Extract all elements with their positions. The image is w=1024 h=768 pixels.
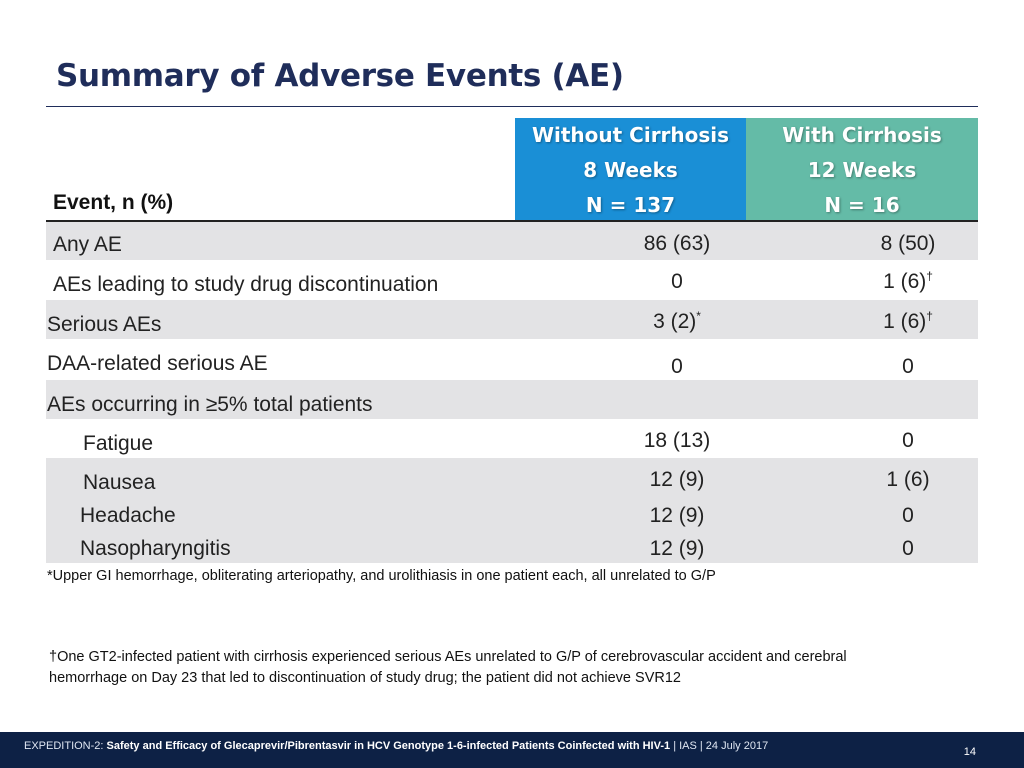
header-without-cirrhosis-n: N = 137 bbox=[585, 193, 676, 217]
table-row: Serious AEs 3 (2)* 1 (6)† bbox=[46, 300, 978, 339]
value-with-cirrhosis: 1 (6) bbox=[886, 468, 930, 491]
table-row: DAA-related serious AE 0 0 bbox=[46, 339, 978, 380]
row-label: Nausea bbox=[83, 471, 156, 494]
table-row: AEs occurring in ≥5% total patients bbox=[46, 380, 978, 419]
value-without-cirrhosis: 12 (9) bbox=[649, 468, 705, 491]
value-with-cirrhosis: 1 (6)† bbox=[883, 269, 933, 293]
footer-citation: EXPEDITION-2: Safety and Efficacy of Gle… bbox=[24, 740, 768, 752]
table-row: AEs leading to study drug discontinuatio… bbox=[46, 260, 978, 300]
row-label: Headache bbox=[80, 504, 176, 527]
row-label: DAA-related serious AE bbox=[47, 352, 268, 375]
value-with-cirrhosis: 8 (50) bbox=[880, 232, 936, 255]
value-without-cirrhosis: 0 bbox=[671, 270, 683, 293]
header-with-cirrhosis-group: With Cirrhosis bbox=[782, 123, 942, 147]
value-without-cirrhosis: 0 bbox=[671, 355, 683, 378]
footer-bar: EXPEDITION-2: Safety and Efficacy of Gle… bbox=[0, 732, 1024, 768]
footnote-dagger-line2: hemorrhage on Day 23 that led to discont… bbox=[49, 670, 681, 686]
row-label: AEs leading to study drug discontinuatio… bbox=[53, 273, 439, 296]
row-label: AEs occurring in ≥5% total patients bbox=[47, 393, 373, 416]
header-without-cirrhosis: Without Cirrhosis 8 Weeks N = 137 bbox=[515, 118, 746, 221]
header-divider bbox=[46, 220, 978, 222]
footnote-star: *Upper GI hemorrhage, obliterating arter… bbox=[47, 568, 716, 584]
footnote-dagger: †One GT2-infected patient with cirrhosis… bbox=[49, 647, 847, 689]
value-with-cirrhosis: 0 bbox=[902, 537, 914, 560]
footer-prefix: EXPEDITION-2: bbox=[24, 740, 107, 752]
value-without-cirrhosis: 86 (63) bbox=[643, 232, 711, 255]
row-label: Serious AEs bbox=[47, 313, 162, 336]
row-label: Nasopharyngitis bbox=[80, 537, 231, 560]
value-with-cirrhosis: 0 bbox=[902, 504, 914, 527]
page-title: Summary of Adverse Events (AE) bbox=[56, 58, 624, 94]
row-label: Fatigue bbox=[83, 432, 154, 455]
header-with-cirrhosis-n: N = 16 bbox=[824, 193, 900, 217]
value-without-cirrhosis: 3 (2)* bbox=[653, 309, 701, 333]
page-number: 14 bbox=[963, 746, 976, 758]
header-with-cirrhosis: With Cirrhosis 12 Weeks N = 16 bbox=[746, 118, 978, 221]
value-with-cirrhosis: 0 bbox=[902, 355, 914, 378]
row-label: Any AE bbox=[53, 233, 122, 256]
star-footnote-mark: * bbox=[696, 309, 701, 323]
value-without-cirrhosis: 12 (9) bbox=[649, 537, 705, 560]
dagger-footnote-mark: † bbox=[926, 309, 933, 323]
header-without-cirrhosis-group: Without Cirrhosis bbox=[531, 123, 730, 147]
footnote-dagger-line1: †One GT2-infected patient with cirrhosis… bbox=[49, 649, 847, 665]
event-column-header: Event, n (%) bbox=[53, 191, 174, 214]
table-row: Any AE 86 (63) 8 (50) bbox=[46, 222, 978, 260]
table-row: Fatigue 18 (13) 0 bbox=[46, 419, 978, 458]
header-with-cirrhosis-duration: 12 Weeks bbox=[807, 158, 917, 182]
dagger-footnote-mark: † bbox=[926, 269, 933, 283]
header-without-cirrhosis-duration: 8 Weeks bbox=[583, 158, 678, 182]
footer-suffix: | IAS | 24 July 2017 bbox=[670, 740, 769, 752]
footer-study-title: Safety and Efficacy of Glecaprevir/Pibre… bbox=[106, 740, 671, 752]
value-without-cirrhosis: 18 (13) bbox=[643, 429, 711, 452]
title-divider bbox=[46, 106, 978, 107]
value-with-cirrhosis: 0 bbox=[902, 429, 914, 452]
value-with-cirrhosis: 1 (6)† bbox=[883, 309, 933, 333]
table-row-group: Nausea 12 (9) 1 (6) Headache 12 (9) 0 Na… bbox=[46, 458, 978, 563]
value-without-cirrhosis: 12 (9) bbox=[649, 504, 705, 527]
